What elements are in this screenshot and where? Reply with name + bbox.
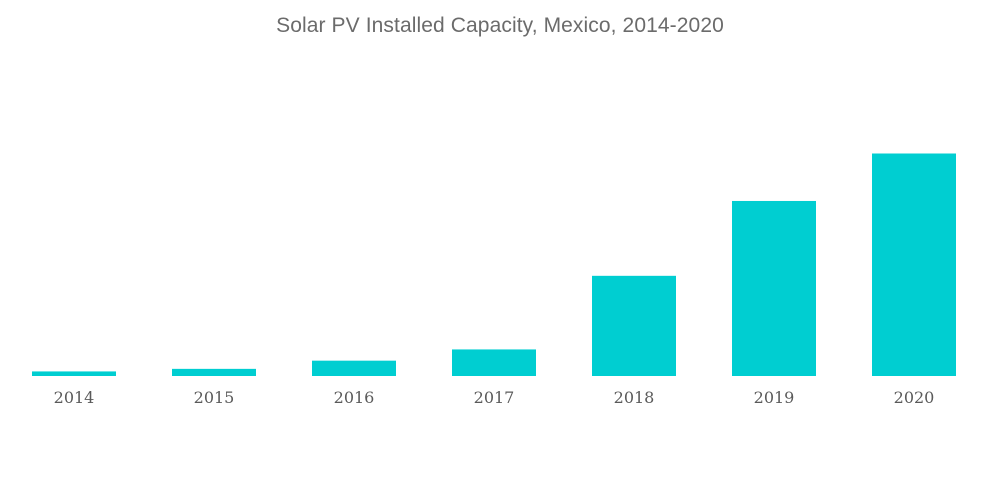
x-tick-label-2014: 2014: [54, 388, 95, 407]
x-tick-label-2018: 2018: [614, 388, 655, 407]
bar-2019: [732, 200, 816, 376]
bar-2016: [312, 360, 396, 376]
bar-2014: [32, 371, 116, 376]
bar-2015: [172, 368, 256, 376]
x-tick-label-2016: 2016: [334, 388, 375, 407]
x-tick-label-2017: 2017: [474, 388, 515, 407]
x-tick-label-2019: 2019: [754, 388, 795, 407]
x-tick-label-2020: 2020: [894, 388, 935, 407]
bars-group: [32, 153, 956, 376]
x-tick-label-2015: 2015: [194, 388, 235, 407]
bar-2017: [452, 349, 536, 376]
chart-title: Solar PV Installed Capacity, Mexico, 201…: [276, 14, 724, 37]
bar-2020: [872, 153, 956, 376]
bar-2018: [592, 275, 676, 376]
x-tick-labels: 2014 2015 2016 2017 2018 2019 2020: [54, 388, 935, 407]
